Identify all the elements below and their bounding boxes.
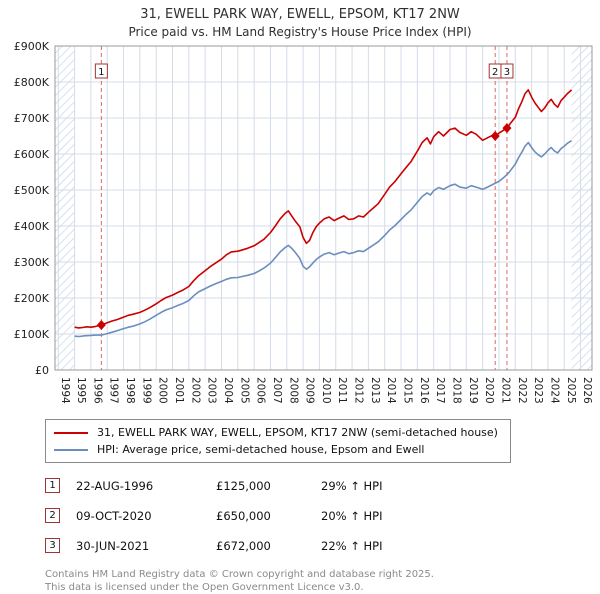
svg-text:1998: 1998 xyxy=(124,377,136,404)
svg-text:2001: 2001 xyxy=(173,377,185,404)
svg-text:2025: 2025 xyxy=(565,377,577,404)
page-title: 31, EWELL PARK WAY, EWELL, EPSOM, KT17 2… xyxy=(140,7,460,22)
chart-header: 31, EWELL PARK WAY, EWELL, EPSOM, KT17 2… xyxy=(0,0,600,39)
svg-text:2008: 2008 xyxy=(287,377,299,404)
hpi-line-swatch xyxy=(54,448,88,451)
tx-price: £672,000 xyxy=(216,538,271,553)
table-row: 3 30-JUN-2021 £672,000 22% ↑ HPI xyxy=(45,538,600,553)
svg-text:1999: 1999 xyxy=(140,377,152,404)
svg-text:£800K: £800K xyxy=(14,76,50,89)
legend-hpi-label: HPI: Average price, semi-detached house,… xyxy=(97,443,425,456)
tx-price: £125,000 xyxy=(216,478,271,493)
tx-price: £650,000 xyxy=(216,508,271,523)
svg-text:£900K: £900K xyxy=(14,40,50,53)
svg-text:2022: 2022 xyxy=(516,377,528,404)
transactions-table: 1 22-AUG-1996 £125,000 29% ↑ HPI 2 09-OC… xyxy=(45,478,600,553)
legend-item-hpi: HPI: Average price, semi-detached house,… xyxy=(54,441,502,458)
svg-text:1995: 1995 xyxy=(75,377,87,404)
svg-text:2021: 2021 xyxy=(499,377,511,404)
svg-text:£100K: £100K xyxy=(14,328,50,341)
svg-text:2002: 2002 xyxy=(189,377,201,404)
svg-text:2009: 2009 xyxy=(304,377,316,404)
svg-text:2018: 2018 xyxy=(450,377,462,404)
svg-text:£300K: £300K xyxy=(14,256,50,269)
tx-number-badge: 2 xyxy=(45,508,60,523)
chart-legend: 31, EWELL PARK WAY, EWELL, EPSOM, KT17 2… xyxy=(45,419,511,463)
svg-text:2013: 2013 xyxy=(369,377,381,404)
tx-date: 22-AUG-1996 xyxy=(76,478,154,493)
footer-line-1: Contains HM Land Registry data © Crown c… xyxy=(45,569,434,580)
svg-text:2011: 2011 xyxy=(336,377,348,404)
svg-text:£400K: £400K xyxy=(14,220,50,233)
svg-text:2023: 2023 xyxy=(532,377,544,404)
svg-text:1994: 1994 xyxy=(59,377,71,404)
page-subtitle: Price paid vs. HM Land Registry's House … xyxy=(128,25,472,39)
svg-text:2016: 2016 xyxy=(418,377,430,404)
svg-text:2004: 2004 xyxy=(222,377,234,404)
svg-text:1996: 1996 xyxy=(91,377,103,404)
tx-number-badge: 3 xyxy=(45,538,60,553)
svg-text:2005: 2005 xyxy=(238,377,250,404)
svg-text:2006: 2006 xyxy=(255,377,267,404)
tx-number-badge: 1 xyxy=(45,478,60,493)
svg-text:2026: 2026 xyxy=(581,377,593,404)
svg-text:2015: 2015 xyxy=(402,377,414,404)
tx-hpi-change: 22% ↑ HPI xyxy=(321,538,383,553)
svg-text:2014: 2014 xyxy=(385,377,397,404)
svg-text:£500K: £500K xyxy=(14,184,50,197)
svg-text:3: 3 xyxy=(504,67,510,78)
svg-text:2012: 2012 xyxy=(353,377,365,404)
table-row: 1 22-AUG-1996 £125,000 29% ↑ HPI xyxy=(45,478,600,493)
svg-text:2024: 2024 xyxy=(548,377,560,404)
svg-text:2010: 2010 xyxy=(320,377,332,404)
svg-text:2003: 2003 xyxy=(206,377,218,404)
tx-date: 30-JUN-2021 xyxy=(76,538,150,553)
tx-hpi-change: 29% ↑ HPI xyxy=(321,478,383,493)
svg-text:£0: £0 xyxy=(35,364,49,377)
svg-text:2007: 2007 xyxy=(271,377,283,404)
svg-text:2000: 2000 xyxy=(157,377,169,404)
property-line-swatch xyxy=(54,431,88,434)
price-history-chart: 1 2 3 £0 £100K £200K £300K £400K £500K £600K £700K… xyxy=(14,40,593,404)
svg-text:1997: 1997 xyxy=(108,377,120,404)
tx-date: 09-OCT-2020 xyxy=(76,508,152,523)
svg-text:1: 1 xyxy=(98,67,104,78)
svg-text:2020: 2020 xyxy=(483,377,495,404)
svg-text:2017: 2017 xyxy=(434,377,446,404)
legend-item-property: 31, EWELL PARK WAY, EWELL, EPSOM, KT17 2… xyxy=(54,424,502,441)
svg-text:2019: 2019 xyxy=(467,377,479,404)
tx-hpi-change: 20% ↑ HPI xyxy=(321,508,383,523)
svg-text:£200K: £200K xyxy=(14,292,50,305)
svg-text:£700K: £700K xyxy=(14,112,50,125)
copyright-footer: Contains HM Land Registry data © Crown c… xyxy=(45,568,600,594)
svg-text:£600K: £600K xyxy=(14,148,50,161)
legend-property-label: 31, EWELL PARK WAY, EWELL, EPSOM, KT17 2… xyxy=(97,426,498,439)
svg-text:2: 2 xyxy=(492,67,498,78)
footer-line-2: This data is licensed under the Open Gov… xyxy=(45,582,364,593)
table-row: 2 09-OCT-2020 £650,000 20% ↑ HPI xyxy=(45,508,600,523)
